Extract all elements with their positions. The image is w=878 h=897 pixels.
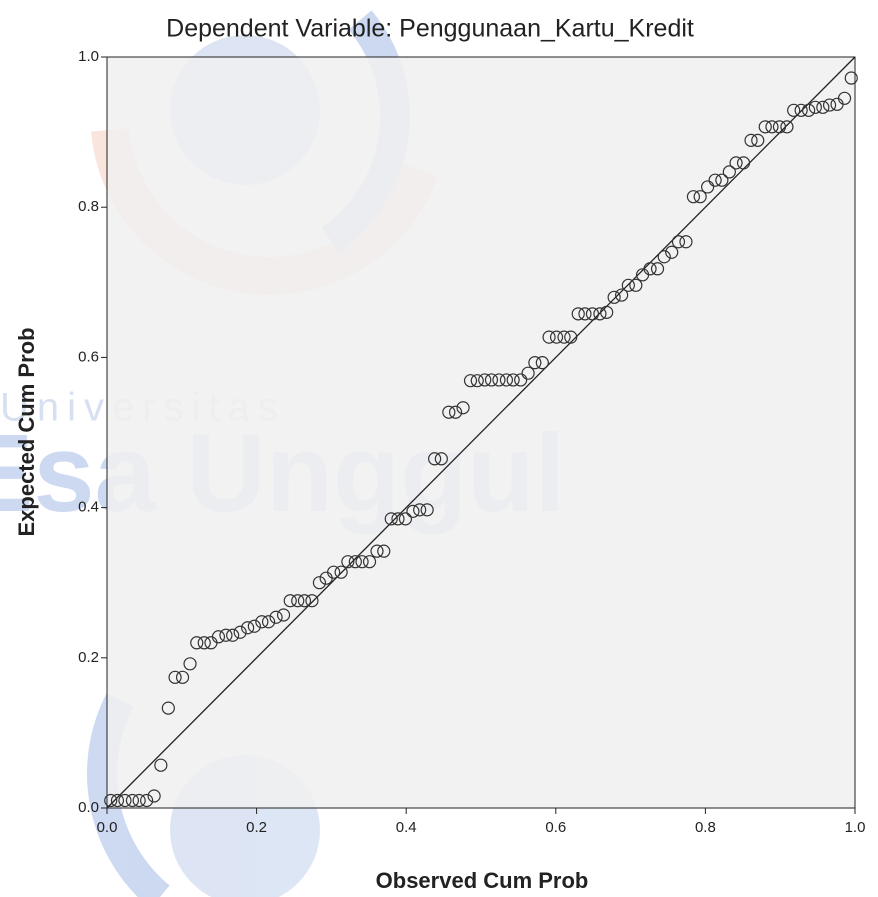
y-tick-label: 0.8	[78, 198, 99, 215]
x-tick-label: 0.2	[246, 819, 267, 836]
chart-title: Dependent Variable: Penggunaan_Kartu_Kre…	[166, 15, 694, 43]
x-tick-label: 0.8	[695, 819, 716, 836]
x-tick-label: 0.0	[97, 819, 118, 836]
y-tick-label: 0.2	[78, 649, 99, 666]
y-tick-label: 0.0	[78, 799, 99, 816]
x-axis-label: Observed Cum Prob	[376, 868, 589, 893]
x-tick-label: 0.4	[396, 819, 417, 836]
chart: Universitas Esa Unggul Dependent Variabl…	[0, 0, 878, 897]
y-tick-label: 0.6	[78, 348, 99, 365]
x-tick-label: 0.6	[545, 819, 566, 836]
x-tick-label: 1.0	[845, 819, 866, 836]
y-tick-label: 0.4	[78, 499, 99, 516]
y-tick-label: 1.0	[78, 48, 99, 65]
y-axis-label: Expected Cum Prob	[14, 327, 39, 536]
